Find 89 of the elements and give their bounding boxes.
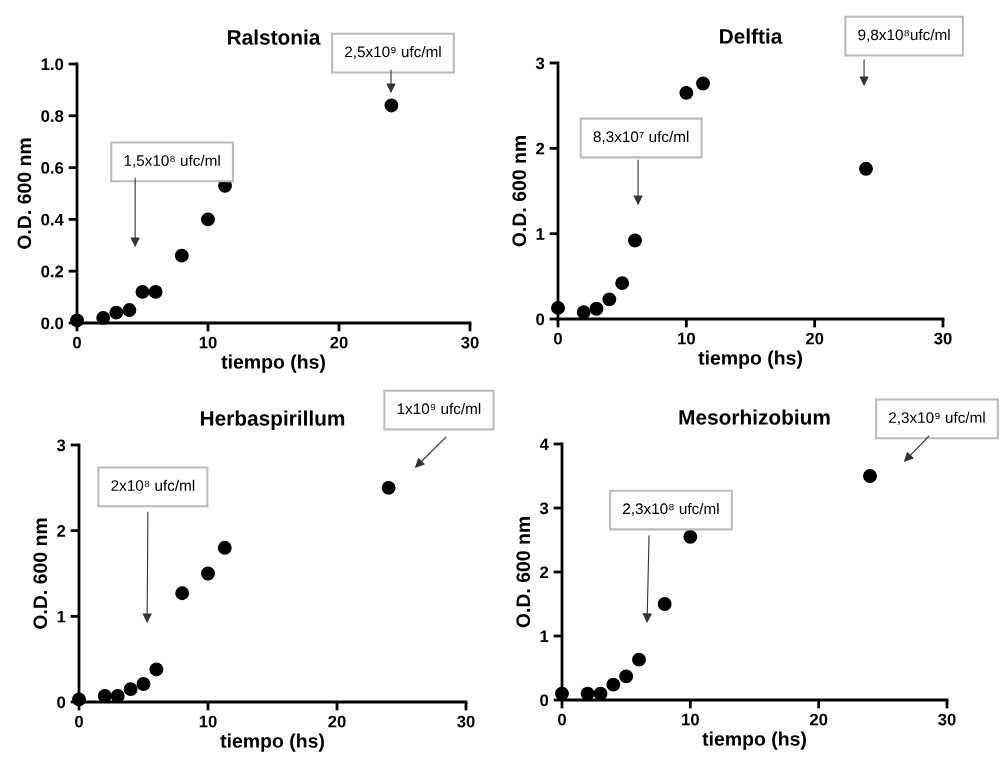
point bbox=[696, 76, 710, 91]
point bbox=[863, 469, 877, 483]
point bbox=[122, 303, 137, 317]
point bbox=[606, 677, 621, 692]
y-tick-label: 2 bbox=[536, 142, 545, 155]
point bbox=[602, 292, 617, 307]
point bbox=[589, 301, 604, 316]
x-tick-label: 30 bbox=[934, 332, 952, 345]
annotation: 2x10⁸ ufc/ml bbox=[111, 479, 195, 491]
text: 9,8x10⁸ufc/ml bbox=[858, 29, 950, 43]
y-tick-label: 0.2 bbox=[41, 265, 64, 278]
point bbox=[201, 212, 215, 227]
y-tick-label: 0.6 bbox=[41, 162, 64, 174]
x-axis-title: tiempo (hs) bbox=[702, 731, 806, 750]
point bbox=[576, 305, 591, 320]
point bbox=[217, 540, 232, 555]
y-tick-label: 3 bbox=[56, 439, 66, 452]
annotation: 8,3x10⁷ ufc/ml bbox=[593, 130, 689, 144]
point bbox=[110, 689, 125, 703]
x-axis-title: tiempo (hs) bbox=[220, 733, 324, 752]
point bbox=[149, 662, 164, 677]
x-tick-label: 30 bbox=[457, 715, 475, 728]
y-axis-title: O.D. 600 nm bbox=[516, 517, 531, 628]
x-tick-label: 20 bbox=[809, 713, 828, 726]
point bbox=[175, 586, 190, 601]
annotation: 1,5x10⁸ ufc/ml bbox=[124, 154, 220, 168]
point bbox=[136, 677, 151, 691]
point bbox=[148, 284, 163, 299]
point bbox=[615, 276, 630, 291]
x-tick-label: 20 bbox=[330, 336, 348, 349]
y-tick-label: 2 bbox=[57, 525, 66, 537]
x-tick-label: 0 bbox=[554, 332, 562, 345]
y-tick-label: 2 bbox=[540, 566, 549, 579]
point bbox=[201, 566, 215, 581]
point bbox=[679, 85, 694, 100]
y-axis-title: O.D. 600 nm bbox=[512, 136, 527, 247]
y-tick-label: 3 bbox=[535, 57, 545, 70]
text: 2,5x10⁹ ufc/ml bbox=[345, 46, 441, 60]
point bbox=[123, 682, 138, 697]
chart-title: Ralstonia bbox=[228, 29, 321, 45]
annotation: 2,3x10⁸ ufc/ml bbox=[623, 502, 719, 516]
point bbox=[859, 161, 873, 176]
point bbox=[384, 98, 399, 113]
y-axis-title: O.D. 600 nm bbox=[17, 138, 32, 249]
chart-title: Mesorhizobium bbox=[679, 409, 830, 425]
y-tick-label: 3 bbox=[539, 502, 549, 515]
point bbox=[580, 686, 595, 701]
point bbox=[593, 686, 608, 701]
x-tick-label: 0 bbox=[558, 713, 566, 726]
y-tick-label: 0 bbox=[536, 313, 545, 326]
x-tick-label: 30 bbox=[461, 336, 479, 349]
x-axis-title: tiempo (hs) bbox=[698, 350, 802, 369]
x-tick-label: 20 bbox=[328, 715, 346, 728]
point bbox=[632, 652, 646, 667]
y-tick-label: 1 bbox=[57, 610, 66, 623]
x-tick-label: 30 bbox=[938, 713, 956, 726]
text: 1x10⁹ ufc/ml bbox=[397, 402, 481, 415]
x-tick-label: 0 bbox=[75, 715, 83, 728]
chart-title: Herbaspirillum bbox=[200, 410, 345, 430]
y-tick-label: 1.0 bbox=[41, 58, 64, 71]
point bbox=[135, 284, 150, 299]
point bbox=[174, 248, 189, 263]
y-tick-label: 1 bbox=[540, 630, 549, 643]
x-tick-label: 0 bbox=[73, 336, 81, 349]
x-tick-label: 10 bbox=[199, 715, 217, 728]
point bbox=[628, 233, 642, 248]
x-axis-title: tiempo (hs) bbox=[221, 354, 325, 373]
x-tick-label: 10 bbox=[678, 332, 695, 345]
point bbox=[551, 300, 565, 315]
y-axis-title: O.D. 600 nm bbox=[33, 518, 48, 629]
x-tick-label: 10 bbox=[682, 713, 699, 726]
chart-title: Delftia bbox=[720, 28, 783, 44]
text: 2,3x10⁹ ufc/ml bbox=[889, 411, 985, 425]
y-tick-label: 0 bbox=[540, 694, 549, 707]
y-tick-label: 4 bbox=[539, 438, 549, 451]
point bbox=[619, 669, 634, 684]
y-tick-label: 0.8 bbox=[41, 110, 64, 122]
y-tick-label: 0.0 bbox=[41, 317, 64, 330]
point bbox=[381, 480, 396, 495]
point bbox=[109, 305, 124, 320]
x-tick-label: 20 bbox=[805, 332, 824, 345]
x-tick-label: 10 bbox=[199, 336, 217, 349]
point bbox=[96, 310, 111, 325]
y-tick-label: 0 bbox=[57, 696, 66, 709]
y-tick-label: 1 bbox=[536, 228, 545, 240]
point bbox=[683, 529, 698, 544]
point bbox=[97, 689, 112, 703]
y-tick-label: 0.4 bbox=[41, 213, 64, 226]
point bbox=[657, 597, 672, 611]
